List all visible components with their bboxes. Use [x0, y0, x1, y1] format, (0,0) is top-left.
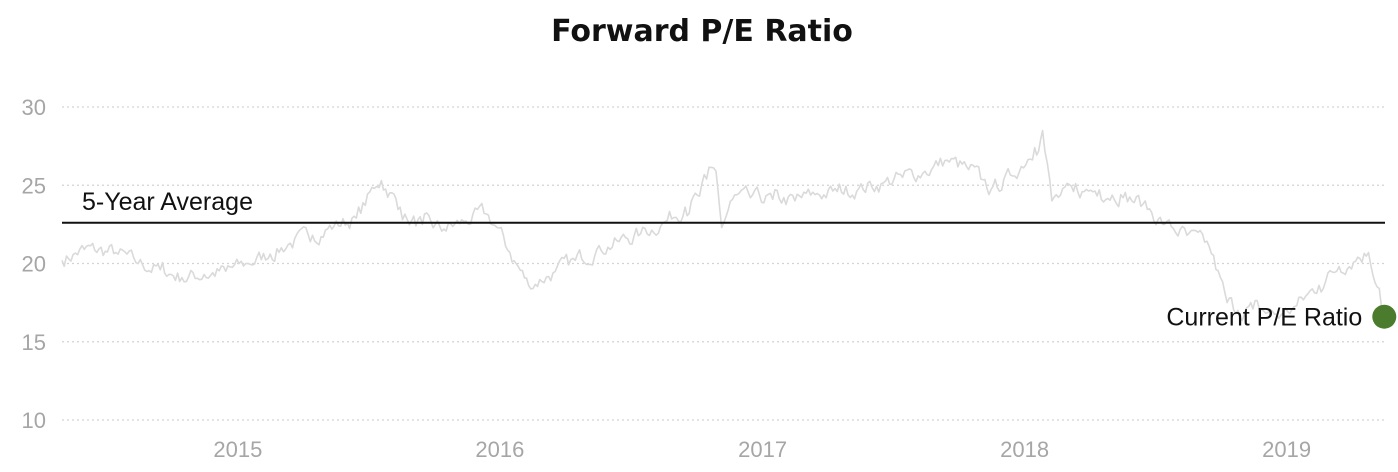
x-tick-label: 2019: [1262, 437, 1311, 462]
series-layer: [61, 129, 1386, 322]
five-year-average-label: 5-Year Average: [82, 188, 253, 216]
y-tick-label: 10: [22, 408, 46, 433]
x-tick-label: 2015: [213, 437, 262, 462]
y-tick-label: 20: [22, 252, 46, 277]
pe-ratio-series-line: [61, 129, 1386, 322]
x-tick-label: 2018: [1000, 437, 1049, 462]
y-tick-label: 30: [22, 95, 46, 120]
x-tick-label: 2017: [738, 437, 787, 462]
x-tick-label: 2016: [475, 437, 524, 462]
current-layer: Current P/E Ratio: [1166, 304, 1397, 332]
grid-layer: [62, 106, 1385, 421]
y-axis: 10 15 20 25 30: [22, 95, 46, 433]
current-pe-label: Current P/E Ratio: [1166, 304, 1362, 332]
y-tick-label: 15: [22, 330, 46, 355]
current-pe-marker: [1372, 304, 1397, 329]
y-tick-label: 25: [22, 173, 46, 198]
chart-title: Forward P/E Ratio: [551, 14, 853, 49]
x-axis: 2015 2016 2017 2018 2019: [213, 437, 1311, 462]
average-layer: 5-Year Average: [62, 188, 1385, 224]
